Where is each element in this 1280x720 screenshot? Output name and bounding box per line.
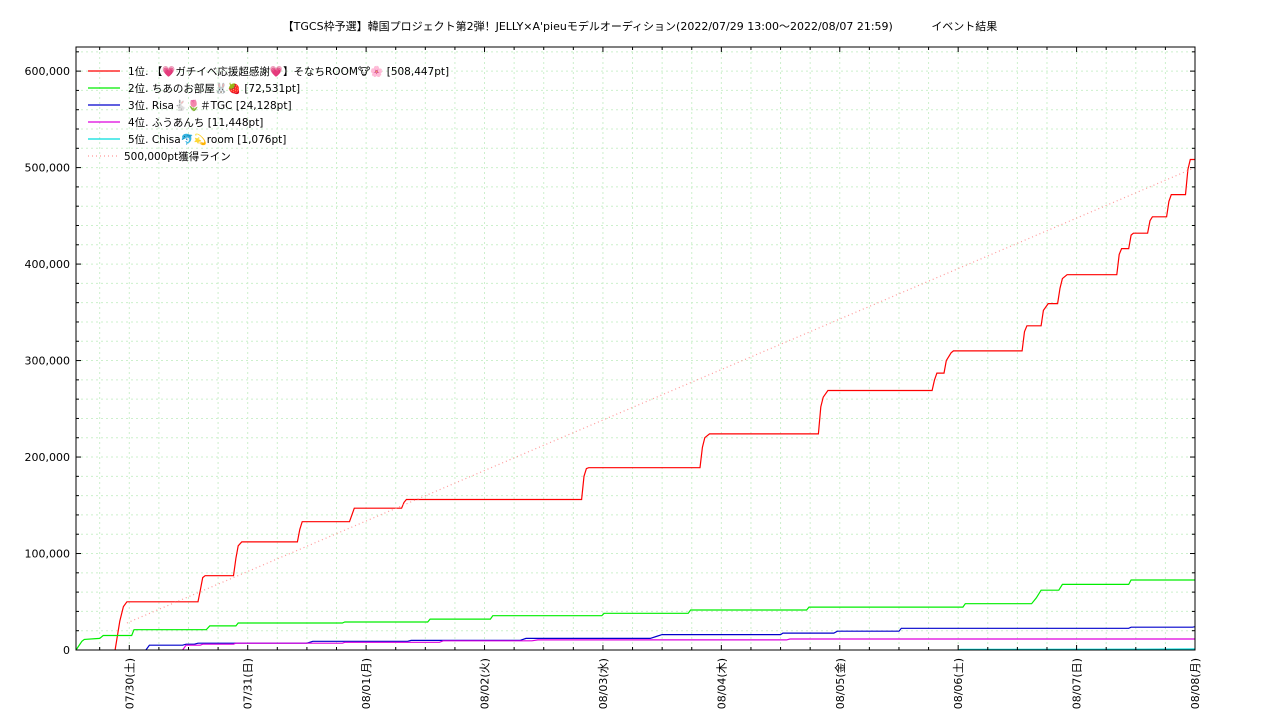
legend-label-2: 2位. ちあのお部屋🐰🍓 [72,531pt]	[128, 82, 300, 95]
series-line-4	[182, 638, 1195, 651]
x-tick-label: 08/05(金)	[833, 658, 847, 709]
y-tick-label: 100,000	[25, 548, 71, 561]
x-tick-label: 07/31(日)	[242, 658, 255, 709]
x-tick-label: 08/04(木)	[715, 658, 728, 709]
chart-title: 【TGCS枠予選】韓国プロジェクト第2弾！JELLY×A'pieuモデルオーディ…	[282, 20, 893, 33]
x-tick-label: 08/03(水)	[597, 658, 610, 709]
series-line-2	[75, 579, 1195, 651]
series-line-6	[126, 167, 1196, 624]
grid	[76, 47, 1196, 651]
plot-frame	[75, 46, 1196, 651]
page-title: 【TGCS枠予選】韓国プロジェクト第2弾！JELLY×A'pieuモデルオーディ…	[0, 18, 1280, 34]
y-tick-label: 300,000	[25, 355, 71, 368]
event-status: イベント結果	[931, 20, 998, 33]
y-tick-label: 200,000	[25, 451, 71, 464]
x-tick-label: 07/30(土)	[123, 658, 136, 709]
series-line-3	[145, 626, 1196, 651]
y-tick-label: 600,000	[25, 65, 71, 78]
legend-label-1: 1位. 【💗ガチイベ応援超感謝💗】そなちROOM🐮🌸 [508,447pt]	[128, 65, 449, 78]
axes: 0 100,000 200,000 300,000 400,000 500,000 600,…	[25, 46, 1202, 709]
legend: 1位. 【💗ガチイベ応援超感謝💗】そなちROOM🐮🌸 [508,447pt] 2位…	[88, 65, 449, 163]
series-line-1	[114, 158, 1195, 651]
legend-label-3: 3位. Risa🐇🌷＃TGC [24,128pt]	[128, 99, 292, 112]
x-tick-label: 08/08(月)	[1189, 658, 1202, 709]
legend-label-4: 4位. ふうあんち [11,448pt]	[128, 116, 263, 129]
legend-label-5: 5位. Chisa🐬💫room [1,076pt]	[128, 133, 286, 146]
y-tick-label: 500,000	[25, 162, 71, 175]
x-tick-label: 08/01(月)	[360, 658, 373, 709]
x-tick-label: 08/07(日)	[1071, 658, 1084, 709]
y-tick-label: 400,000	[25, 258, 71, 271]
x-tick-label: 08/02(火)	[479, 658, 492, 709]
series-layer	[75, 158, 1196, 651]
legend-label-6: 500,000pt獲得ライン	[124, 150, 231, 163]
y-tick-label: 0	[63, 644, 70, 657]
x-tick-label: 08/06(土)	[952, 658, 965, 709]
